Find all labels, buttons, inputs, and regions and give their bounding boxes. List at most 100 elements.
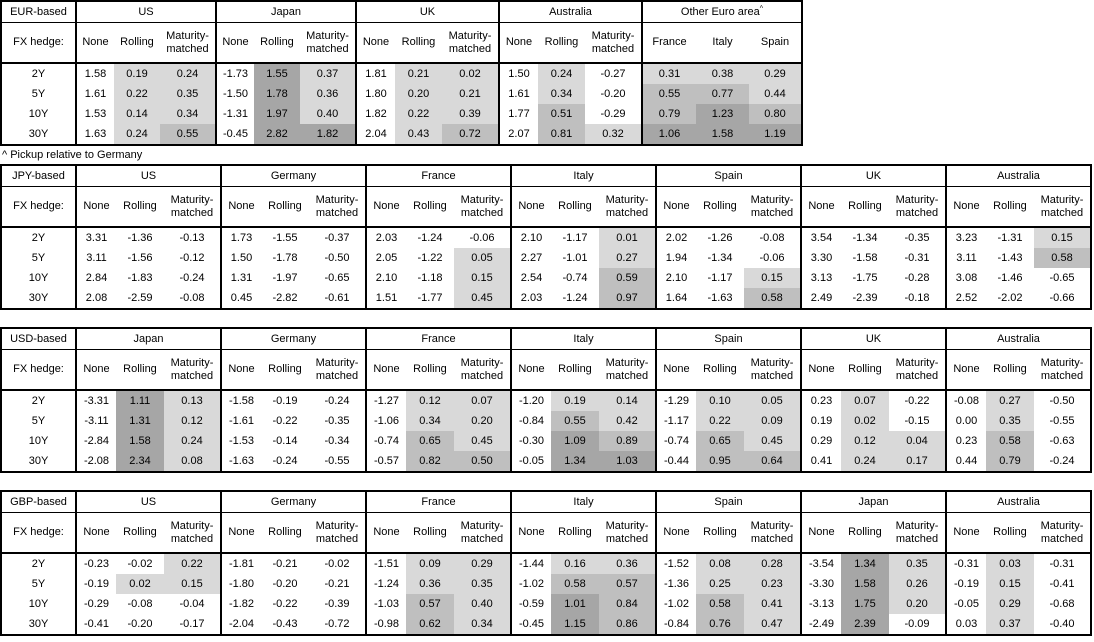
hedge-col-header: Rolling: [696, 349, 744, 391]
table-row: FX hedge: None Rolling Maturity-matched None…: [1, 22, 802, 64]
value-cell: -1.82: [220, 594, 261, 614]
country-header: Spain: [655, 491, 801, 513]
country-header: UK: [800, 328, 946, 350]
hedge-col-header: Maturity-matched: [300, 22, 356, 64]
country-header: Italy: [510, 491, 656, 513]
value-cell: 0.29: [986, 594, 1034, 614]
value-cell: 0.21: [442, 84, 499, 104]
value-cell: 0.32: [585, 124, 642, 145]
base-currency-label: GBP-based: [1, 491, 76, 513]
value-cell: -3.11: [75, 411, 116, 431]
hedge-col-header: None: [365, 186, 406, 228]
value-cell: 0.29: [454, 553, 511, 574]
table-gap: [0, 310, 1094, 327]
value-cell: 0.58: [744, 288, 801, 309]
value-cell: -1.17: [696, 268, 744, 288]
value-cell: 0.22: [696, 411, 744, 431]
value-cell: 1.23: [696, 104, 749, 124]
value-cell: -0.06: [744, 248, 801, 268]
value-cell: 0.20: [454, 411, 511, 431]
value-cell: 1.64: [655, 288, 696, 309]
value-cell: 0.35: [160, 84, 216, 104]
country-header: Japan: [215, 1, 356, 23]
value-cell: -0.18: [889, 288, 946, 309]
value-cell: -0.13: [164, 227, 221, 248]
hedge-col-header: Maturity-matched: [599, 512, 656, 554]
fx-hedge-label: FX hedge:: [1, 186, 76, 228]
value-cell: 0.02: [116, 574, 164, 594]
value-cell: -0.08: [116, 594, 164, 614]
value-cell: 0.55: [641, 84, 696, 104]
country-header: US: [75, 491, 221, 513]
value-cell: -0.29: [585, 104, 642, 124]
value-cell: 0.79: [986, 451, 1034, 472]
value-cell: 0.24: [538, 63, 585, 84]
value-cell: -1.73: [215, 63, 254, 84]
value-cell: 0.12: [841, 431, 889, 451]
value-cell: 0.62: [406, 614, 454, 635]
value-cell: 0.27: [599, 248, 656, 268]
hedge-col-header: None: [75, 349, 116, 391]
table-row: 2Y -0.23 -0.02 0.22 -1.81 -0.21 -0.02 -1.51 0.09…: [1, 553, 1091, 574]
value-cell: -0.24: [261, 451, 309, 472]
value-cell: 2.54: [510, 268, 551, 288]
value-cell: 0.20: [889, 594, 946, 614]
value-cell: 2.05: [365, 248, 406, 268]
value-cell: -1.56: [116, 248, 164, 268]
value-cell: 0.29: [800, 431, 841, 451]
value-cell: -2.82: [261, 288, 309, 309]
hedge-col-header: Rolling: [261, 186, 309, 228]
value-cell: 2.04: [355, 124, 395, 145]
value-cell: -1.78: [261, 248, 309, 268]
value-cell: 0.51: [538, 104, 585, 124]
tenor-label: 2Y: [31, 68, 46, 80]
value-cell: 0.81: [538, 124, 585, 145]
hedge-col-header: None: [220, 349, 261, 391]
value-cell: -0.84: [510, 411, 551, 431]
country-name: Spain: [714, 333, 743, 345]
value-cell: 0.59: [599, 268, 656, 288]
value-cell: 0.57: [406, 594, 454, 614]
value-cell: -0.05: [510, 451, 551, 472]
value-cell: -0.24: [309, 390, 366, 411]
value-cell: -0.21: [309, 574, 366, 594]
country-name: UK: [865, 333, 882, 345]
value-cell: -2.49: [800, 614, 841, 635]
table-row: USD-based Japan Germany France Italy Spain UK A…: [1, 328, 1091, 350]
value-cell: 1.61: [498, 84, 538, 104]
value-cell: 3.13: [800, 268, 841, 288]
value-cell: 0.14: [599, 390, 656, 411]
hedge-col-header: Rolling: [116, 349, 164, 391]
value-cell: 0.38: [696, 63, 749, 84]
value-cell: 0.31: [641, 63, 696, 84]
country-header: Germany: [220, 328, 366, 350]
tenor-label: 30Y: [28, 128, 49, 140]
footnote-pickup-relative-to-germany: ^ Pickup relative to Germany: [2, 149, 143, 161]
hedge-col-header: Rolling: [696, 512, 744, 554]
value-cell: 3.54: [800, 227, 841, 248]
value-cell: -1.61: [220, 411, 261, 431]
value-cell: 0.64: [744, 451, 801, 472]
value-cell: 2.10: [365, 268, 406, 288]
value-cell: 1.63: [75, 124, 114, 145]
value-cell: 2.07: [498, 124, 538, 145]
value-cell: 0.39: [442, 104, 499, 124]
value-cell: 1.01: [551, 594, 599, 614]
country-header: US: [75, 1, 216, 23]
pickup-table-usdbased: USD-based Japan Germany France Italy Spain UK A…: [0, 327, 1092, 473]
value-cell: -0.68: [1034, 594, 1091, 614]
value-cell: 0.72: [442, 124, 499, 145]
value-cell: 2.34: [116, 451, 164, 472]
hedge-col-header: None: [945, 512, 986, 554]
value-cell: 0.02: [442, 63, 499, 84]
table-row: 10Y 2.84 -1.83 -0.24 1.31 -1.97 -0.65 2.10 -1.18…: [1, 268, 1091, 288]
hedge-col-header: None: [800, 512, 841, 554]
tenor-label: 10Y: [28, 435, 49, 447]
value-cell: -0.98: [365, 614, 406, 635]
value-cell: -3.54: [800, 553, 841, 574]
hedge-col-header: Maturity-matched: [599, 349, 656, 391]
value-cell: -1.51: [365, 553, 406, 574]
value-cell: -0.20: [116, 614, 164, 635]
value-cell: -0.66: [1034, 288, 1091, 309]
value-cell: 0.15: [986, 574, 1034, 594]
